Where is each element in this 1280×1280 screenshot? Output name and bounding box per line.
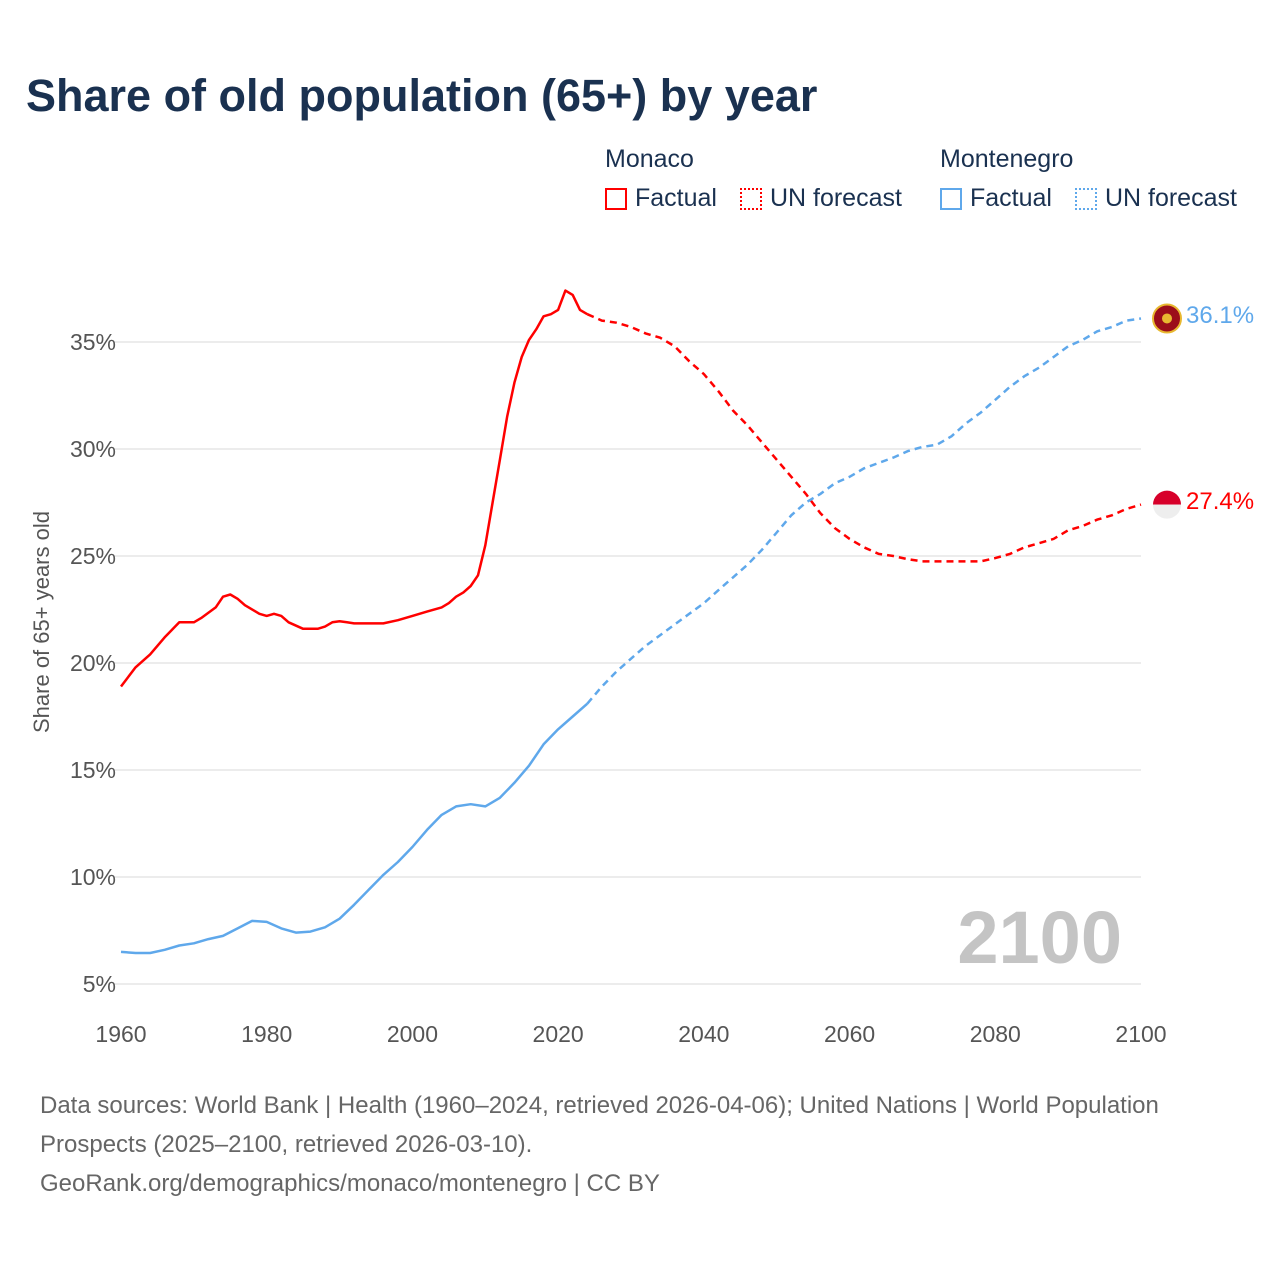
legend-monaco-forecast[interactable]: UN forecast [739, 184, 902, 213]
legend-swatch-solid [940, 187, 962, 210]
legend-group-montenegro: Montenegro Factual UN forecast [940, 145, 1253, 217]
flag-monaco-icon [1153, 490, 1181, 519]
line-monaco-factual [120, 289, 588, 688]
legend-montenegro-forecast[interactable]: UN forecast [1074, 184, 1237, 213]
data-sources: Data sources: World Bank | Health (1960–… [40, 1092, 1159, 1158]
legend-swatch-dotted [1074, 187, 1097, 210]
legend-group-name: Montenegro [940, 145, 1074, 173]
y-tick-label: 35% [70, 329, 116, 355]
y-tick-label: 30% [70, 436, 116, 462]
x-tick-label: 2100 [1115, 1021, 1166, 1047]
end-label-montenegro: 36.1% [1186, 302, 1255, 329]
x-tick-label: 2080 [970, 1021, 1021, 1047]
legend-group-name: Monaco [605, 145, 694, 173]
legend-group-monaco: Monaco Factual UN forecast [605, 145, 918, 217]
current-year-watermark: 2100 [957, 896, 1122, 979]
legend-swatch-dotted [739, 187, 762, 210]
y-tick-label: 5% [83, 971, 116, 997]
x-tick-label: 2040 [678, 1021, 729, 1047]
legend-label: UN forecast [769, 184, 902, 212]
y-tick-label: 15% [70, 757, 116, 783]
legend-label: Factual [970, 184, 1052, 212]
line-montenegro-factual [120, 702, 589, 955]
chart-title: Share of old population (65+) by year [26, 70, 818, 121]
legend-swatch-solid [605, 187, 627, 210]
end-label-monaco: 27.4% [1186, 488, 1255, 515]
footer: Data sources: World Bank | Health (1960–… [40, 1086, 1160, 1203]
x-tick-label: 2020 [533, 1021, 584, 1047]
x-tick-label: 2060 [824, 1021, 875, 1047]
credit: GeoRank.org/demographics/monaco/monteneg… [40, 1170, 660, 1197]
flag-montenegro-emblem-icon [1162, 313, 1172, 324]
x-tick-label: 1960 [95, 1021, 146, 1047]
x-tick-label: 1980 [241, 1021, 292, 1047]
y-tick-label: 20% [70, 650, 116, 676]
line-monaco-forecast [586, 313, 1142, 563]
legend-monaco-factual[interactable]: Factual [605, 184, 717, 213]
legend-label: UN forecast [1104, 184, 1237, 212]
x-tick-label: 2000 [387, 1021, 438, 1047]
y-tick-label: 10% [70, 864, 116, 890]
legend-label: Factual [635, 184, 717, 212]
y-tick-label: 25% [70, 543, 116, 569]
line-montenegro-forecast [586, 317, 1142, 705]
legend-montenegro-factual[interactable]: Factual [940, 184, 1052, 213]
